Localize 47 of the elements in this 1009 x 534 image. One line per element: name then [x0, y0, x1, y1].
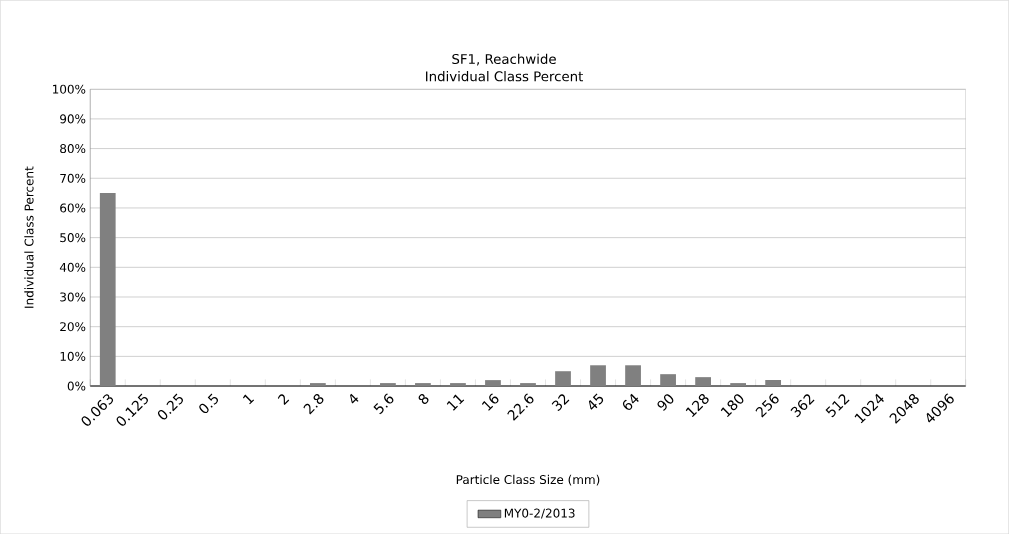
x-tick-label: 1 [242, 394, 255, 405]
y-tick-label: 80% [60, 143, 86, 153]
x-tick-label: 64 [622, 393, 639, 410]
bar [765, 380, 782, 386]
x-tick-label: 512 [825, 394, 850, 418]
chart-subtitle: Individual Class Percent [426, 70, 584, 82]
x-tick-label: 128 [685, 393, 709, 417]
x-tick-label: 4 [350, 393, 359, 404]
y-tick-label: 100% [52, 84, 86, 94]
legend-label: MY0-2/2013 [504, 508, 575, 519]
x-tick-label: 0.5 [199, 393, 219, 413]
y-axis-title: Individual Class Percent [24, 166, 34, 308]
bar [625, 365, 641, 386]
bar [309, 382, 326, 386]
bar [520, 382, 536, 386]
x-tick-label: 2.8 [303, 393, 324, 415]
y-tick-label: 10% [60, 351, 86, 361]
x-tick-label: 11 [446, 394, 465, 411]
x-tick-label: 2 [277, 394, 290, 405]
bar [555, 371, 571, 386]
y-tick-label: 20% [60, 322, 86, 332]
bar [590, 365, 606, 386]
y-tick-label: 30% [60, 292, 86, 302]
y-tick-label: 60% [60, 203, 86, 213]
x-tick-label: 45 [588, 393, 604, 410]
y-tick-label: 50% [60, 232, 86, 243]
x-tick-label: 90 [657, 394, 674, 411]
x-axis-title: Particle Class Size (mm) [456, 474, 600, 486]
x-tick-label: 362 [790, 394, 815, 418]
bar [695, 377, 711, 386]
y-tick-label: 70% [60, 173, 86, 183]
chart-title: SF1, Reachwide [452, 53, 556, 66]
x-tick-label: 5.6 [373, 393, 394, 415]
x-tick-label: 8 [418, 393, 429, 404]
bar [730, 382, 746, 386]
bar [415, 382, 431, 386]
bar [485, 380, 501, 386]
x-tick-label: 180 [720, 394, 744, 417]
bar [380, 382, 396, 386]
bar [99, 193, 116, 386]
x-tick-label: 16 [481, 393, 499, 411]
bar [450, 382, 466, 386]
x-tick-label: 32 [551, 394, 570, 411]
y-tick-label: 40% [59, 262, 86, 272]
y-tick-label: 90% [60, 114, 86, 124]
bar [660, 374, 676, 386]
y-tick-label: 0% [67, 381, 86, 391]
